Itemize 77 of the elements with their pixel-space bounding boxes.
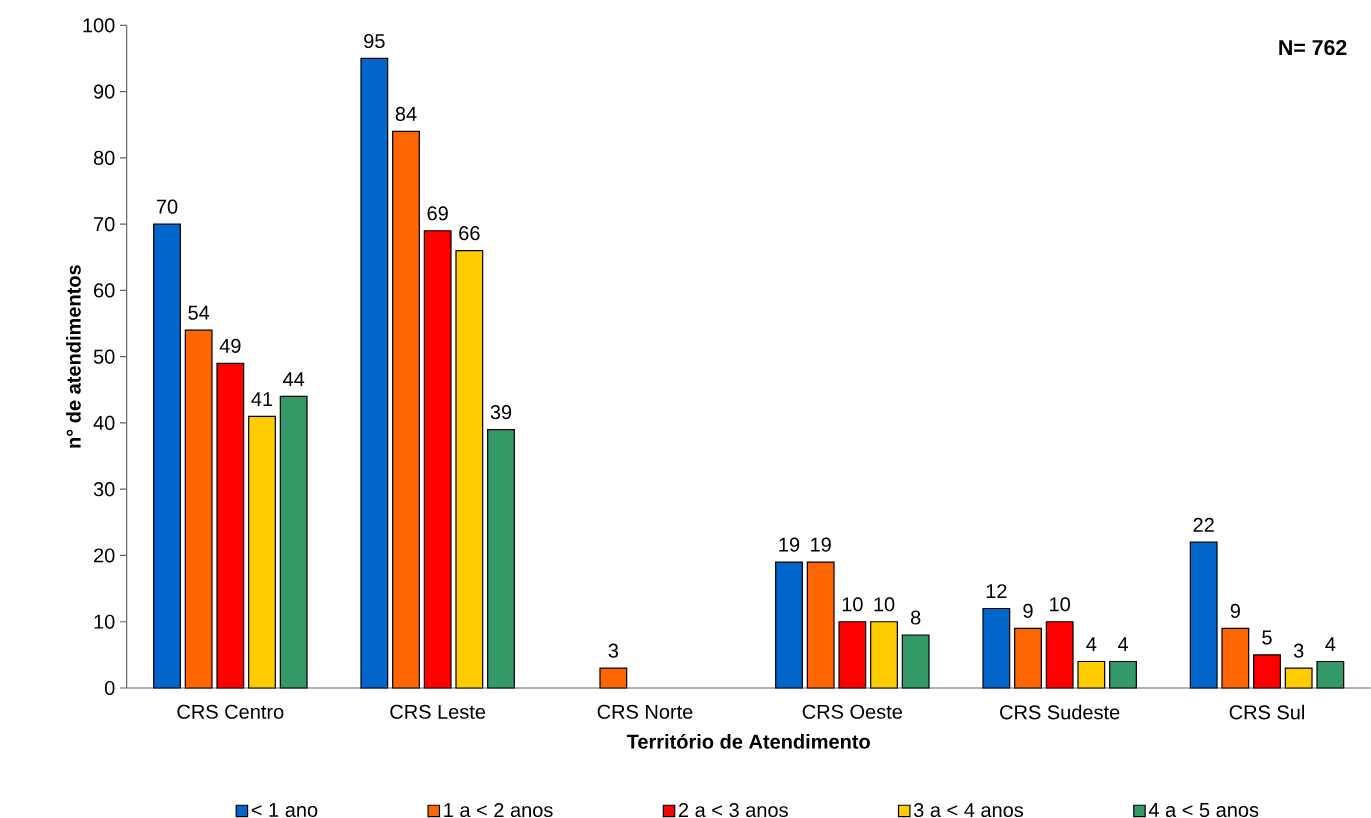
data-label: 19: [779, 537, 800, 552]
bar: [838, 621, 867, 689]
data-label: 10: [842, 597, 863, 612]
y-tick-label: 100: [83, 18, 115, 33]
y-tick-label: 20: [94, 548, 115, 563]
bar: [1189, 541, 1218, 689]
legend-label: 2 a < 3 anos: [678, 802, 788, 818]
x-tick-label: CRS Sul: [1229, 704, 1304, 720]
bar: [1077, 660, 1106, 689]
data-label: 3: [608, 643, 619, 658]
data-label: 5: [1262, 630, 1272, 645]
data-label: 49: [219, 338, 241, 353]
data-label: 19: [811, 537, 831, 552]
bar: [870, 621, 898, 689]
y-tick-label: 60: [94, 283, 115, 298]
bar: [1109, 660, 1137, 689]
x-tick-label: CRS Oeste: [802, 704, 902, 719]
data-label: 3: [1293, 643, 1304, 658]
x-axis-title: Território de Atendimento: [626, 733, 870, 749]
bar: [360, 57, 389, 689]
data-label: 95: [364, 33, 385, 49]
y-tick-label: 70: [94, 217, 115, 232]
y-tick-label: 40: [93, 415, 115, 431]
y-tick-label: 10: [94, 614, 115, 629]
bar: [153, 223, 181, 689]
data-label: 9: [1023, 603, 1033, 618]
bar: [216, 362, 245, 689]
data-label: 66: [459, 226, 480, 241]
data-label: 44: [283, 372, 305, 387]
data-label: 84: [395, 106, 417, 121]
data-label: 22: [1193, 517, 1214, 532]
bar: [806, 561, 835, 689]
bar: [248, 415, 276, 689]
bar: [1253, 654, 1281, 689]
y-axis-title: n° de atendimentos: [66, 265, 81, 448]
data-label: 41: [251, 392, 273, 406]
bar: [1014, 627, 1042, 689]
data-label: 4: [1325, 637, 1336, 652]
bar: [184, 329, 213, 689]
y-tick-label: 90: [93, 84, 115, 99]
bar: [423, 230, 452, 689]
data-label: 10: [1050, 597, 1070, 612]
y-tick-label: 50: [93, 349, 115, 364]
bar: [901, 634, 930, 689]
legend-label: 1 a < 2 anos: [444, 802, 553, 818]
data-label: 9: [1230, 603, 1240, 618]
x-tick-label: CRS Norte: [597, 704, 693, 719]
bar: [487, 428, 515, 689]
annotation: N= 762: [1279, 39, 1347, 56]
bar: [599, 667, 628, 689]
data-label: 12: [986, 584, 1007, 599]
bar: [279, 395, 308, 689]
x-tick-label: CRS Sudeste: [1000, 704, 1120, 720]
data-label: 10: [874, 597, 895, 612]
data-label: 70: [156, 199, 178, 214]
bar: [1045, 621, 1074, 689]
x-tick-label: CRS Leste: [390, 704, 486, 719]
data-label: 39: [490, 405, 512, 420]
data-label: 4: [1086, 637, 1097, 652]
bar: [1284, 667, 1313, 689]
data-label: 69: [427, 206, 448, 221]
bar: [1221, 627, 1250, 689]
legend-label: 4 a < 5 anos: [1148, 803, 1259, 817]
y-tick-label: 0: [104, 680, 115, 696]
bar: [982, 607, 1011, 689]
bar: [392, 130, 420, 689]
bar: [775, 561, 803, 689]
data-label: 54: [188, 305, 210, 320]
bar: [455, 250, 484, 689]
data-label: 8: [910, 610, 921, 625]
bar: [1316, 660, 1345, 689]
legend-label: < 1 ano: [251, 803, 318, 817]
y-tick-label: 80: [93, 150, 115, 165]
data-label: 4: [1117, 637, 1128, 652]
legend-label: 3 a < 4 anos: [913, 802, 1024, 818]
y-tick-label: 30: [93, 482, 115, 497]
x-tick-label: CRS Centro: [177, 704, 284, 719]
